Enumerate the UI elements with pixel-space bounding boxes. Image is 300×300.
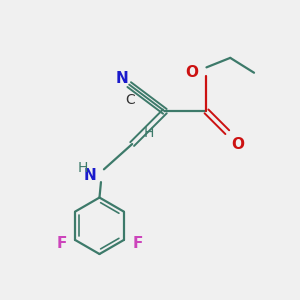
Text: H: H: [78, 161, 88, 175]
Text: O: O: [185, 65, 198, 80]
Text: F: F: [56, 236, 67, 251]
Text: H: H: [143, 126, 154, 140]
Text: N: N: [84, 168, 97, 183]
Text: F: F: [132, 236, 142, 251]
Text: C: C: [125, 93, 135, 107]
Text: O: O: [232, 136, 245, 152]
Text: N: N: [116, 70, 128, 86]
